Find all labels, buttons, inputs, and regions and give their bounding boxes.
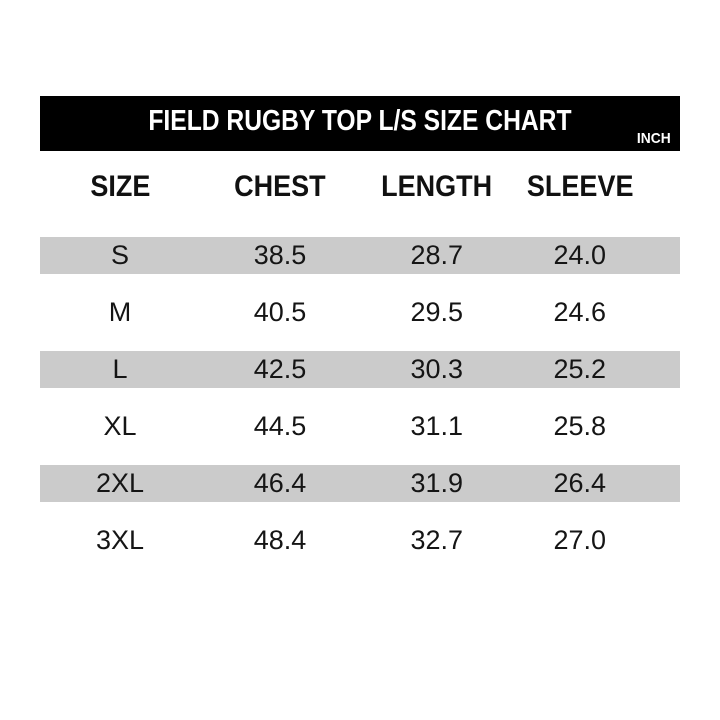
cell-length: 31.9 (410, 468, 464, 498)
column-header-size-label: SIZE (89, 170, 151, 203)
cell-sleeve: 24.6 (553, 297, 607, 327)
table-row-m: M 40.5 29.5 24.6 (40, 294, 680, 331)
cell-size: S (110, 240, 129, 270)
cell-size: M (108, 297, 132, 327)
table-row-l: L 42.5 30.3 25.2 (40, 351, 680, 388)
cell-sleeve: 25.8 (553, 411, 607, 441)
cell-length: 32.7 (410, 525, 464, 555)
cell-sleeve: 26.4 (553, 468, 607, 498)
cell-sleeve: 25.2 (553, 354, 607, 384)
cell-chest: 42.5 (253, 354, 307, 384)
column-header-size: SIZE (40, 170, 200, 204)
cell-length: 31.1 (410, 411, 464, 441)
chart-title: FIELD RUGBY TOP L/S SIZE CHART (148, 105, 572, 137)
cell-sleeve: 24.0 (553, 240, 607, 270)
cell-length: 29.5 (410, 297, 464, 327)
column-header-chest-label: CHEST (234, 170, 326, 203)
table-row-s: S 38.5 28.7 24.0 (40, 237, 680, 274)
cell-size: XL (103, 411, 137, 441)
size-chart: FIELD RUGBY TOP L/S SIZE CHART INCH SIZE… (40, 96, 680, 579)
cell-chest: 44.5 (253, 411, 307, 441)
table-row-2xl: 2XL 46.4 31.9 26.4 (40, 465, 680, 502)
column-header-sleeve-label: SLEEVE (526, 170, 634, 203)
cell-length: 30.3 (410, 354, 464, 384)
cell-size: L (112, 354, 128, 384)
cell-size: 3XL (95, 525, 145, 555)
table-row-3xl: 3XL 48.4 32.7 27.0 (40, 522, 680, 559)
column-header-chest: CHEST (200, 170, 360, 204)
column-header-sleeve: SLEEVE (514, 170, 680, 204)
size-table-body: S 38.5 28.7 24.0 M 40.5 29.5 24.6 L 42.5… (40, 237, 680, 559)
column-header-length: LENGTH (360, 170, 514, 204)
title-bar: FIELD RUGBY TOP L/S SIZE CHART INCH (40, 96, 680, 151)
cell-length: 28.7 (410, 240, 464, 270)
cell-chest: 46.4 (253, 468, 307, 498)
unit-label: INCH (637, 130, 671, 147)
column-header-row: SIZE CHEST LENGTH SLEEVE (40, 168, 680, 206)
cell-chest: 38.5 (253, 240, 307, 270)
cell-chest: 40.5 (253, 297, 307, 327)
column-header-length-label: LENGTH (381, 170, 493, 203)
cell-size: 2XL (95, 468, 145, 498)
cell-sleeve: 27.0 (553, 525, 607, 555)
cell-chest: 48.4 (253, 525, 307, 555)
table-row-xl: XL 44.5 31.1 25.8 (40, 408, 680, 445)
